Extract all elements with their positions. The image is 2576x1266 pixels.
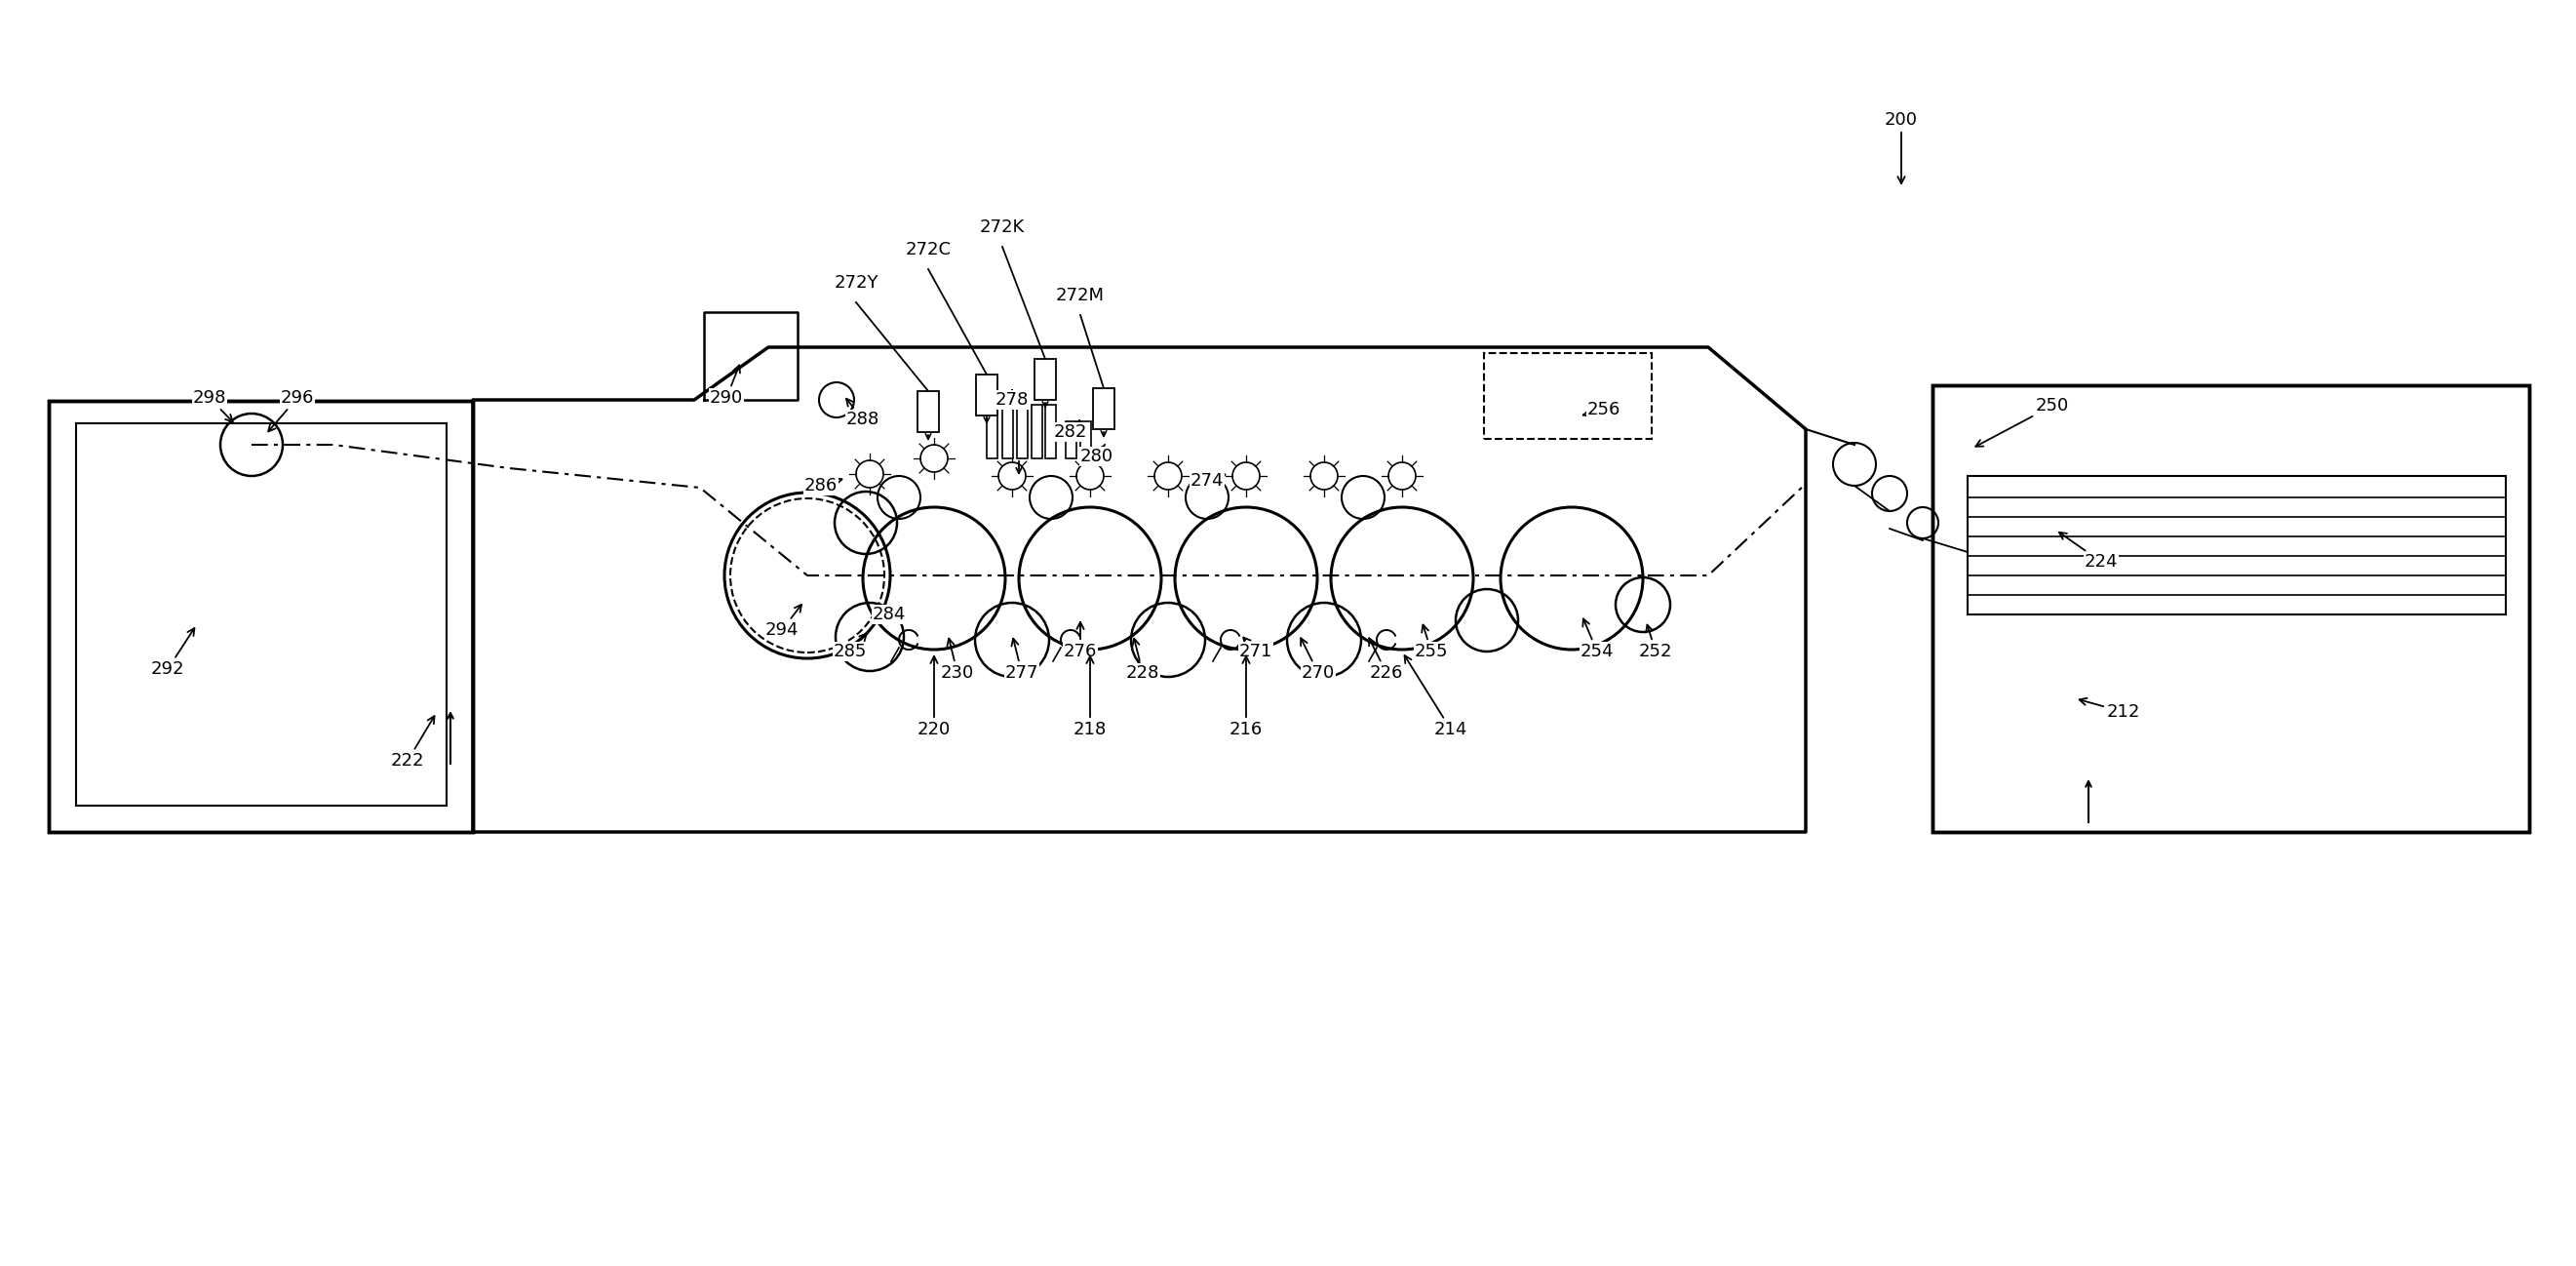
Bar <box>1932 385 2530 832</box>
Text: 226: 226 <box>1368 638 1404 682</box>
Text: 224: 224 <box>2058 532 2117 571</box>
Text: 222: 222 <box>392 717 435 770</box>
Text: 277: 277 <box>1005 638 1038 682</box>
Text: 292: 292 <box>152 628 193 677</box>
Text: 290: 290 <box>711 365 742 406</box>
Text: 200: 200 <box>1886 111 1919 184</box>
Bar <box>976 375 997 415</box>
Text: 282: 282 <box>1054 420 1087 441</box>
Text: 272K: 272K <box>979 219 1025 235</box>
Text: 230: 230 <box>940 638 974 682</box>
Text: 272C: 272C <box>904 241 951 258</box>
Bar <box>1066 422 1077 458</box>
Text: 252: 252 <box>1638 625 1672 661</box>
Text: 228: 228 <box>1126 638 1159 682</box>
Text: 270: 270 <box>1301 638 1334 682</box>
Bar <box>77 423 446 805</box>
Text: 298: 298 <box>193 389 232 422</box>
Text: 255: 255 <box>1414 625 1448 661</box>
Text: 286: 286 <box>804 477 842 495</box>
Text: 212: 212 <box>2079 698 2141 720</box>
Bar <box>1079 422 1090 458</box>
Text: 294: 294 <box>765 605 801 639</box>
Bar <box>1484 353 1651 439</box>
Bar <box>49 401 474 832</box>
Text: 254: 254 <box>1579 619 1615 661</box>
Bar <box>987 405 997 458</box>
Bar <box>49 401 474 832</box>
Text: 280: 280 <box>1079 444 1113 465</box>
Text: 296: 296 <box>268 389 314 432</box>
Text: 216: 216 <box>1229 656 1262 738</box>
Text: 271: 271 <box>1239 638 1273 661</box>
Text: 256: 256 <box>1584 401 1620 419</box>
Bar <box>1092 389 1115 429</box>
Text: 284: 284 <box>873 605 907 623</box>
Bar <box>1968 476 2506 614</box>
Text: 218: 218 <box>1074 656 1108 738</box>
Text: 288: 288 <box>845 399 878 428</box>
Text: 250: 250 <box>1976 398 2069 447</box>
Bar <box>1036 360 1056 400</box>
Text: 274: 274 <box>1190 472 1226 490</box>
Text: 272Y: 272Y <box>835 273 878 291</box>
Text: 214: 214 <box>1404 656 1468 738</box>
Text: 285: 285 <box>835 633 868 661</box>
Bar <box>1018 405 1028 458</box>
Bar <box>1932 385 2530 832</box>
Text: 276: 276 <box>1064 622 1097 661</box>
Bar <box>917 391 938 432</box>
Bar <box>1046 405 1056 458</box>
Bar <box>1030 405 1041 458</box>
Bar <box>1002 405 1012 458</box>
Text: 220: 220 <box>917 656 951 738</box>
Text: 278: 278 <box>994 390 1028 409</box>
Text: 272M: 272M <box>1056 287 1105 304</box>
